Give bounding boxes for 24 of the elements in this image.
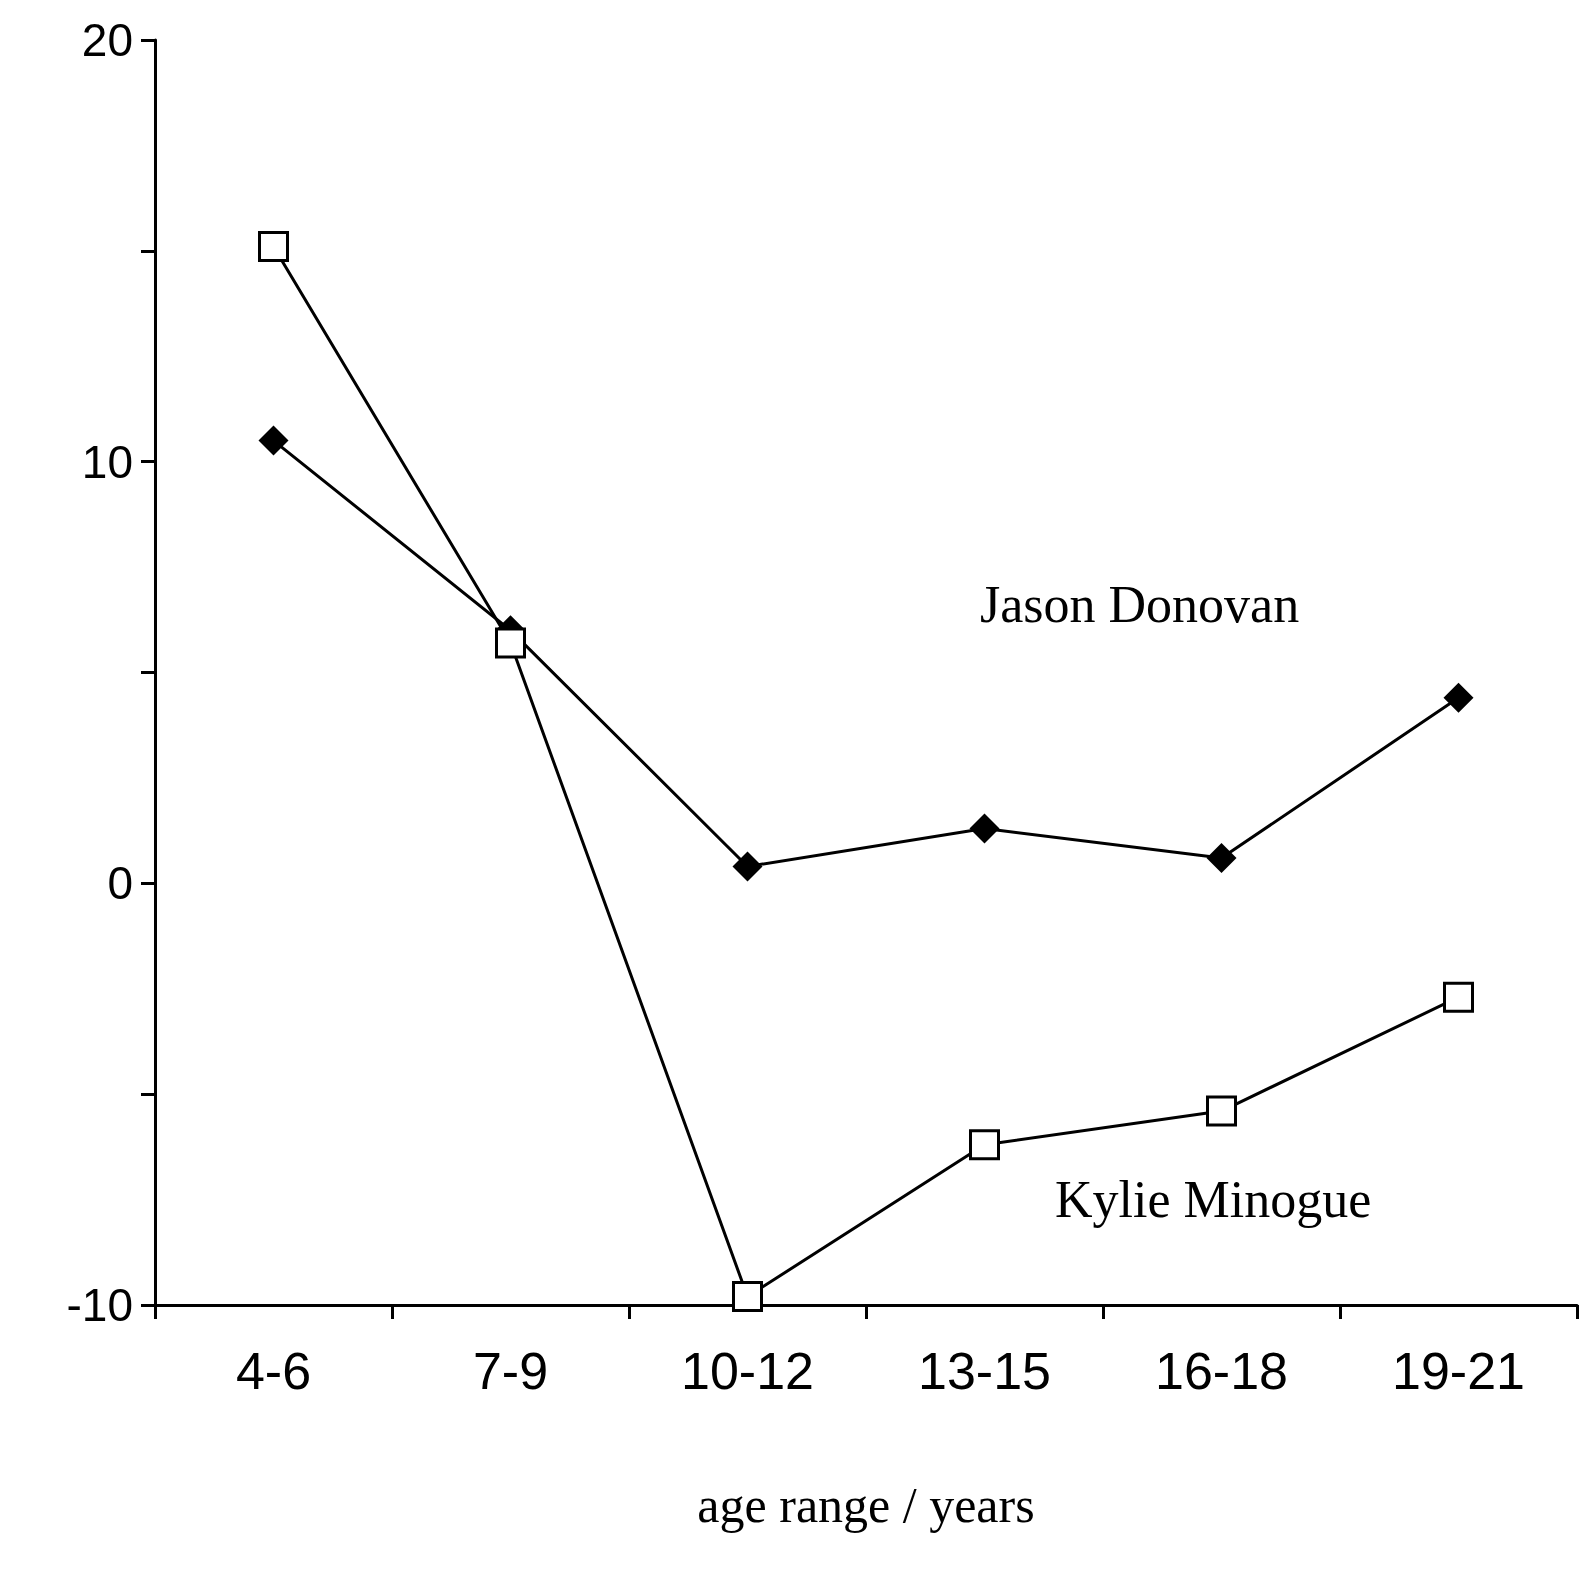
x-tick-label: 16-18 xyxy=(1155,1342,1288,1400)
text: Jason Donovan xyxy=(980,575,1300,633)
x-axis-title: age range / years xyxy=(697,1477,1035,1533)
x-tick-label: 13-15 xyxy=(918,1342,1051,1400)
series-label: Kylie Minogue xyxy=(1055,1170,1372,1228)
x-tick-label: 4-6 xyxy=(235,1342,312,1400)
point xyxy=(1443,981,1474,1013)
x-tick-label: 7-9 xyxy=(472,1342,549,1400)
point xyxy=(1206,843,1237,874)
point xyxy=(258,231,289,263)
point xyxy=(1206,1095,1237,1127)
x-tick-label: 19-21 xyxy=(1392,1342,1525,1400)
point xyxy=(969,813,1000,844)
point xyxy=(495,627,526,659)
point xyxy=(732,1281,763,1313)
x-tick-label: 10-12 xyxy=(681,1342,814,1400)
point xyxy=(732,851,763,882)
point xyxy=(969,1129,1000,1161)
y-tick-label: 20 xyxy=(81,14,133,66)
y-tick-label: 0 xyxy=(107,857,133,910)
y-tick-label: 10 xyxy=(81,435,133,488)
point xyxy=(258,425,289,456)
y-tick-label: -10 xyxy=(66,1279,133,1331)
point xyxy=(1443,682,1474,713)
